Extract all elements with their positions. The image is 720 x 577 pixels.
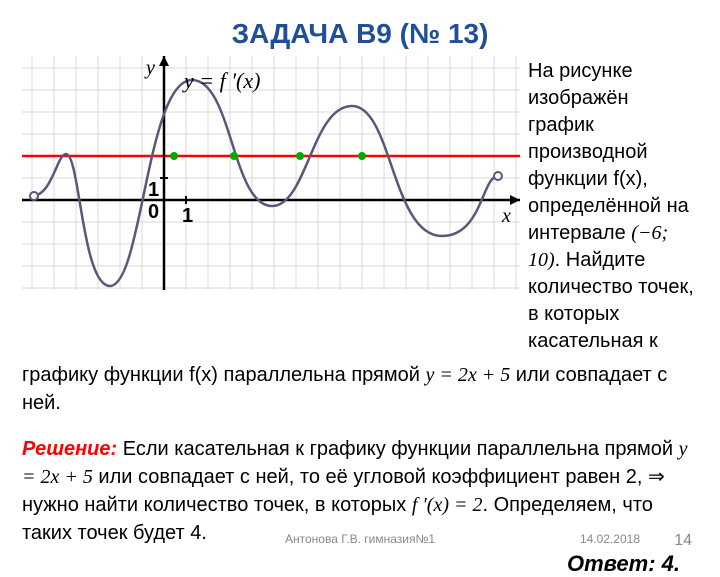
- content-row: yx101y = f ′(x) На рисунке изображён гра…: [0, 56, 720, 355]
- svg-text:y: y: [144, 57, 155, 79]
- solution-text: Решение: Если касательная к графику функ…: [0, 435, 720, 547]
- svg-text:x: x: [501, 205, 511, 227]
- svg-text:y = f ′(x): y = f ′(x): [182, 68, 260, 93]
- footer-date: 14.02.2018: [580, 532, 640, 546]
- solution-label: Решение:: [22, 438, 117, 460]
- chart-svg: yx101y = f ′(x): [22, 56, 520, 290]
- chart: yx101y = f ′(x): [22, 56, 520, 290]
- svg-text:1: 1: [182, 205, 193, 227]
- svg-text:1: 1: [148, 179, 159, 201]
- problem-text-side: На рисунке изображён график производной …: [520, 56, 698, 355]
- footer-pagenum: 14: [674, 532, 692, 550]
- problem-text-body: графику функции f(x) параллельна прямой …: [0, 361, 720, 417]
- footer-author: Антонова Г.В. гимназия№1: [285, 532, 435, 546]
- answer: Ответ: 4.: [0, 551, 720, 577]
- page-title: ЗАДАЧА В9 (№ 13): [0, 0, 720, 56]
- svg-text:0: 0: [148, 201, 159, 223]
